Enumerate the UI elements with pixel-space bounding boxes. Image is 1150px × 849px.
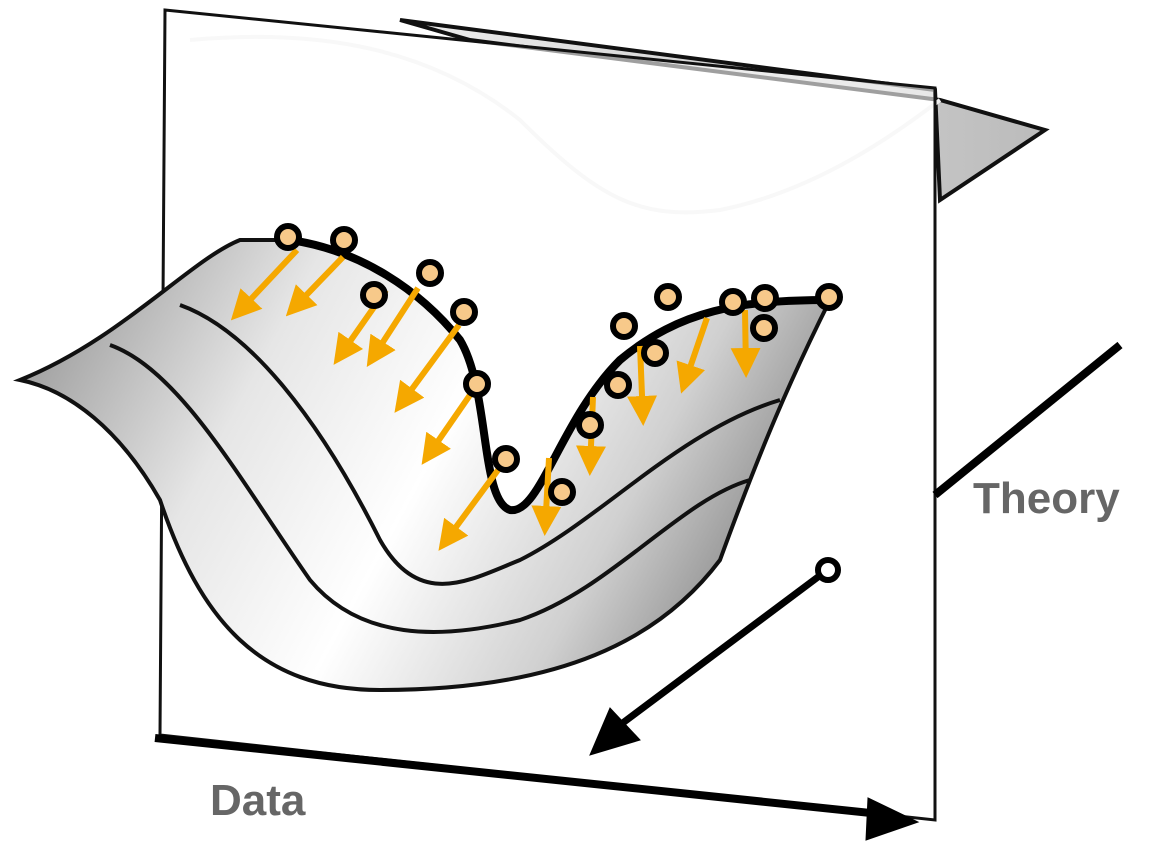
- page: Theory Data (() => { const data = JSON.p…: [0, 0, 1150, 849]
- diagram: Theory Data: [0, 0, 1150, 849]
- theory-label: Theory: [973, 474, 1120, 523]
- data-label: Data: [210, 776, 306, 825]
